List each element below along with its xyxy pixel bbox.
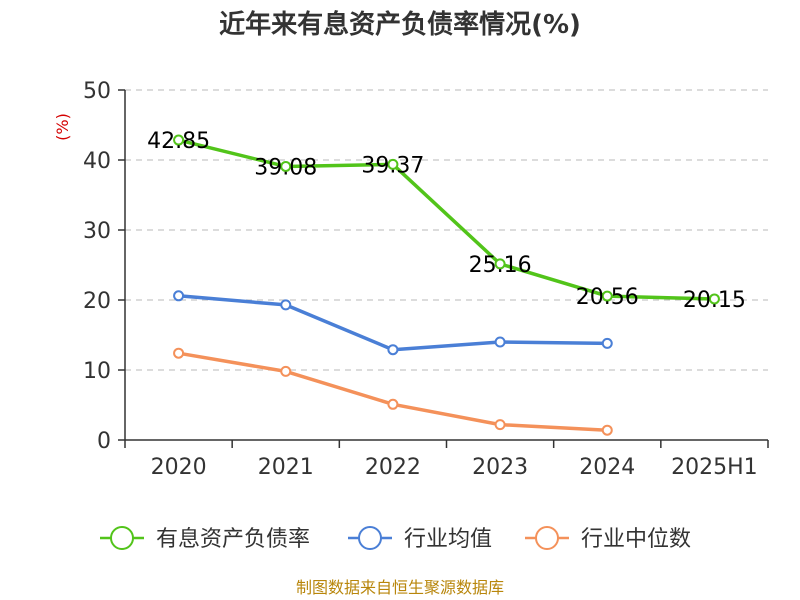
chart-title: 近年来有息资产负债率情况(%)	[219, 9, 581, 40]
data-point	[494, 258, 506, 270]
y-tick-label: 50	[83, 79, 111, 104]
data-point	[387, 398, 399, 410]
data-label: 20.15	[683, 288, 746, 313]
data-point	[601, 337, 613, 349]
data-point	[708, 293, 720, 305]
legend-label: 行业中位数	[581, 527, 691, 552]
legend-item-1: 行业均值	[348, 526, 492, 552]
x-tick-label: 2025H1	[671, 455, 758, 480]
x-tick-label: 2021	[258, 455, 314, 480]
data-label: 42.85	[147, 129, 210, 154]
data-point	[173, 347, 185, 359]
data-labels: 42.85 39.08 39.37 25.16 20.56 20.15	[147, 129, 746, 313]
grid-lines	[125, 89, 768, 371]
data-point	[494, 336, 506, 348]
x-tick-label: 2020	[151, 455, 207, 480]
data-label: 20.56	[576, 285, 639, 310]
legend-label: 行业均值	[404, 527, 492, 552]
series-0	[173, 134, 720, 305]
legend-marker	[535, 526, 559, 550]
y-tick-label: 10	[83, 359, 111, 384]
data-point	[387, 158, 399, 170]
data-point	[601, 424, 613, 436]
legend-item-0: 有息资产负债率	[100, 526, 310, 552]
series-1	[173, 290, 613, 356]
y-tick-label: 30	[83, 219, 111, 244]
series-layer	[173, 134, 720, 436]
axes: 0 10 20 30 40 50 2020 2021 2022 2023 2024 2025H1	[83, 79, 769, 480]
x-tick-label: 2022	[365, 455, 421, 480]
legend: 有息资产负债率 行业均值 行业中位数	[100, 526, 691, 552]
data-point	[387, 344, 399, 356]
data-point	[280, 365, 292, 377]
data-label: 39.37	[361, 153, 424, 178]
x-tick-label: 2024	[579, 455, 635, 480]
legend-marker	[110, 526, 134, 550]
data-point	[280, 299, 292, 311]
legend-marker	[358, 526, 382, 550]
y-axis-label: (%)	[53, 113, 72, 141]
series-line	[178, 351, 608, 432]
y-tick-label: 20	[83, 289, 111, 314]
data-point	[173, 290, 185, 302]
y-tick-label: 40	[83, 149, 111, 174]
data-point	[280, 160, 292, 172]
legend-label: 有息资产负债率	[156, 527, 310, 552]
series-2	[173, 347, 613, 436]
source-note: 制图数据来自恒生聚源数据库	[296, 578, 504, 597]
series-line	[178, 138, 715, 301]
legend-item-2: 行业中位数	[525, 526, 691, 552]
data-label: 25.16	[469, 253, 532, 278]
data-point	[494, 419, 506, 431]
series-line	[178, 294, 608, 352]
data-label: 39.08	[254, 155, 317, 180]
data-point	[173, 134, 185, 146]
x-tick-label: 2023	[472, 455, 528, 480]
y-tick-label: 0	[97, 429, 111, 454]
data-point	[601, 290, 613, 302]
